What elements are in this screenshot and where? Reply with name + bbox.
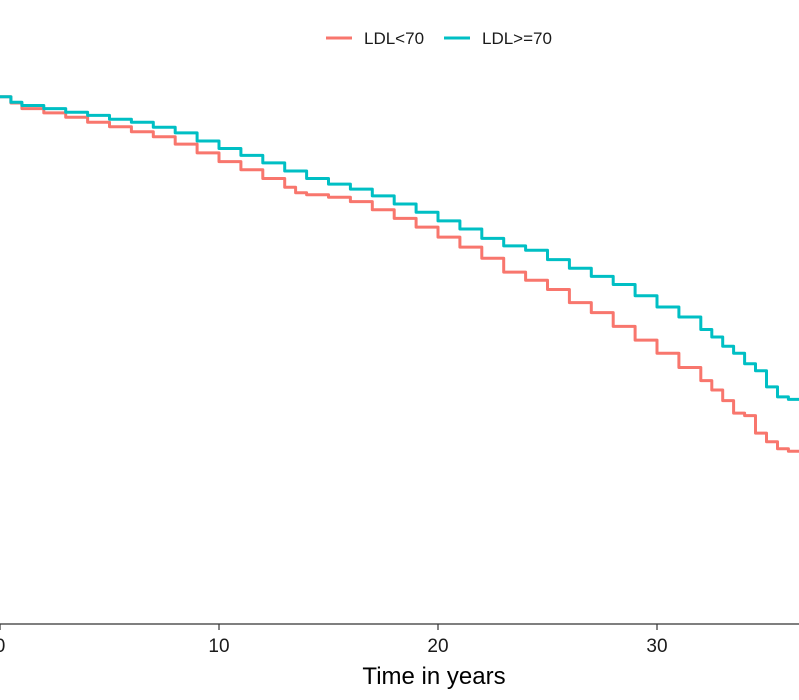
x-tick-group: 0 10 20 30 — [0, 624, 668, 657]
series-line-ldl-below-70 — [0, 95, 799, 453]
x-tick-label: 30 — [646, 636, 667, 657]
legend-label-ldl-at-least-70: LDL>=70 — [482, 29, 552, 48]
legend-label-ldl-below-70: LDL<70 — [364, 29, 424, 48]
x-axis: 0 10 20 30 Time in years — [0, 623, 799, 690]
x-tick-label: 0 — [0, 636, 5, 657]
x-axis-title: Time in years — [362, 663, 505, 690]
x-tick-label: 20 — [427, 636, 448, 657]
x-tick-label: 10 — [208, 636, 229, 657]
series-layer — [0, 95, 799, 453]
plot-area — [0, 95, 799, 453]
series-line-ldl-at-least-70 — [0, 95, 799, 401]
legend: LDL<70 LDL>=70 — [326, 29, 552, 48]
